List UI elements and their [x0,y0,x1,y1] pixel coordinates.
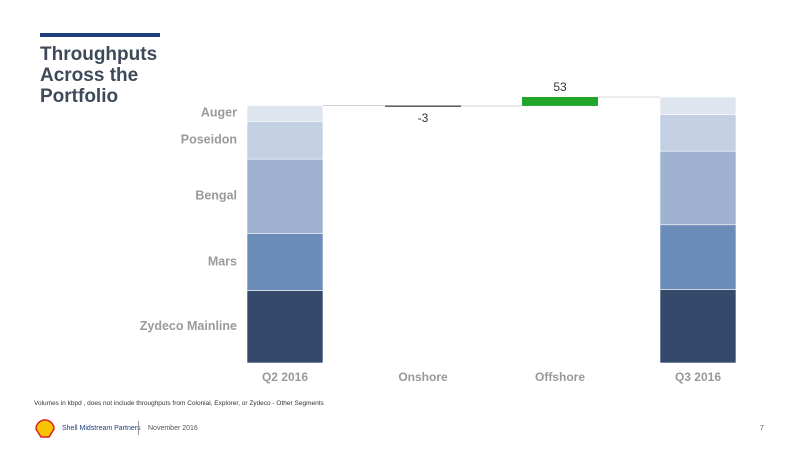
data-label: -3 [418,111,429,125]
stack-segment [659,150,737,226]
segment-label: Auger [201,106,237,120]
change-bar [385,105,461,107]
x-tick-label: Q3 2016 [675,370,721,384]
change-bar [522,97,598,106]
x-tick-label: Offshore [535,370,585,384]
segment-label: Zydeco Mainline [140,319,237,333]
footnote: Volumes in kbpd , does not include throu… [34,400,324,407]
stack-segment [246,121,324,160]
x-tick-label: Onshore [398,370,448,384]
date: November 2016 [148,425,198,432]
shell-logo [35,419,55,438]
stack-segment [659,114,737,152]
page-number: 7 [760,425,764,432]
stack-segment [659,96,737,115]
segment-label: Mars [208,254,237,268]
data-label: 53 [553,80,567,94]
slide-title: Throughputs Across the Portfolio [40,44,158,107]
stack-segment [246,233,324,291]
accent-bar [40,33,160,37]
chart: Q2 2016 Zydeco Mainline Mars Bengal Poseidon… [140,80,737,384]
segment-label: Bengal [195,189,237,203]
company-name: Shell Midstream Partners [62,425,141,432]
stack-segment [246,158,324,235]
stack-segment [659,289,737,364]
segment-label: Poseidon [181,133,237,147]
stack-segment [246,105,324,122]
x-tick-label: Q2 2016 [262,370,308,384]
separator [138,421,139,435]
stack-segment [659,224,737,290]
stack-segment [246,290,324,364]
